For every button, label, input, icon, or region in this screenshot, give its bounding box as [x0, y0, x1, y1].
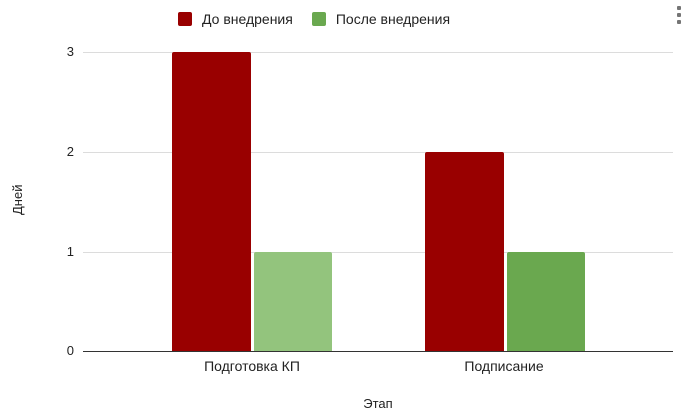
gridline-2 — [83, 152, 673, 153]
x-axis-title: Этап — [363, 396, 393, 411]
legend-label-before: До внедрения — [202, 11, 293, 27]
y-tick-3: 3 — [66, 44, 74, 59]
legend-swatch-after — [311, 12, 326, 26]
more-vert-icon[interactable] — [676, 6, 682, 27]
y-axis-title: Дней — [10, 184, 25, 215]
gridline-1 — [83, 252, 673, 253]
bar-after-podpisanie[interactable] — [507, 252, 585, 351]
legend-item-before[interactable]: До внедрения — [178, 11, 293, 27]
x-tick-podpisanie: Подписание — [464, 358, 544, 374]
y-tick-2: 2 — [66, 144, 74, 159]
chart-legend: До внедрения После внедрения — [178, 11, 469, 27]
x-axis-line — [83, 351, 673, 352]
legend-item-after[interactable]: После внедрения — [311, 11, 451, 27]
y-tick-0: 0 — [66, 343, 74, 358]
legend-label-after: После внедрения — [335, 11, 451, 27]
x-tick-podgotovka: Подготовка КП — [204, 358, 300, 374]
legend-swatch-before — [178, 12, 192, 26]
bar-before-podpisanie[interactable] — [425, 152, 504, 351]
y-tick-1: 1 — [66, 244, 74, 259]
bar-before-podgotovka[interactable] — [172, 52, 251, 351]
bar-after-podgotovka[interactable] — [254, 252, 332, 351]
gridline-3 — [83, 52, 673, 53]
